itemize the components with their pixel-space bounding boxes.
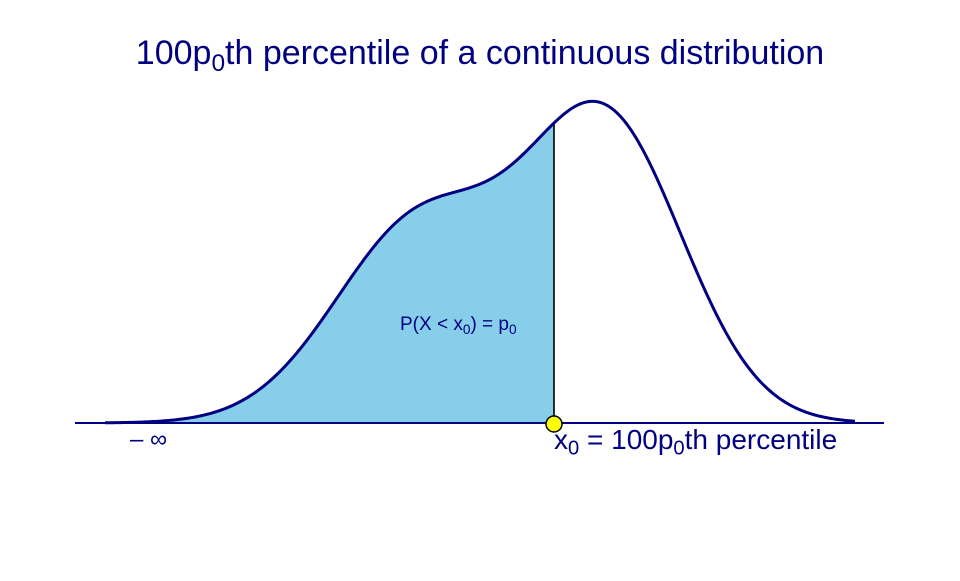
area-probability-label: P(X < x0) = p0 xyxy=(400,314,517,337)
negative-infinity-label: – ∞ xyxy=(130,426,168,453)
x0-point-marker xyxy=(545,415,563,433)
chart-title: 100p0th percentile of a continuous distr… xyxy=(135,34,825,77)
shaded-area-below-x0 xyxy=(105,123,554,423)
density-curve xyxy=(104,99,856,425)
x0-percentile-label: x0 = 100p0th percentile xyxy=(554,424,838,460)
